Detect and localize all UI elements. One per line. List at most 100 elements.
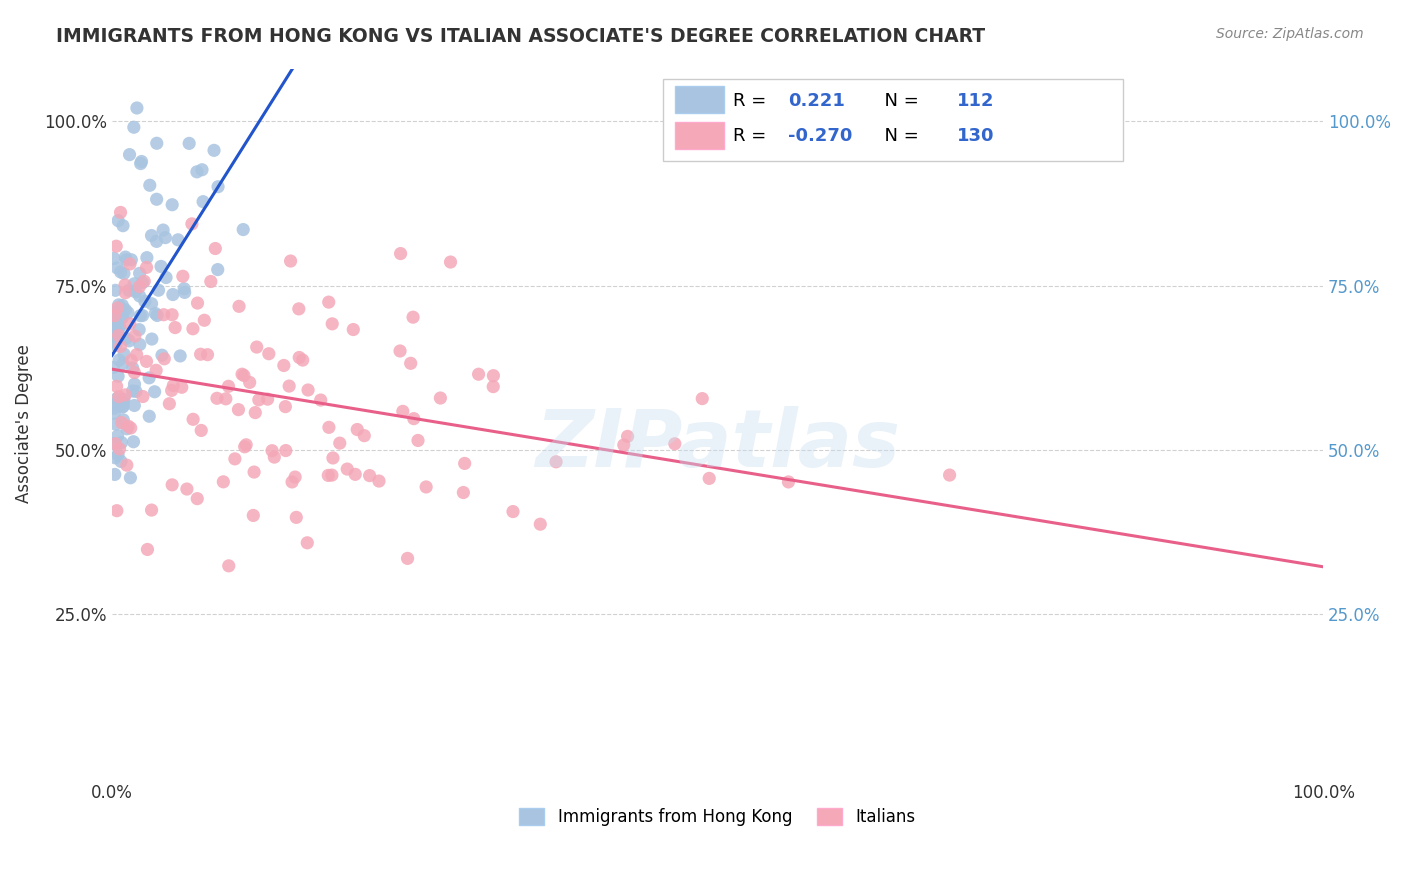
FancyBboxPatch shape	[664, 79, 1123, 161]
Point	[242, 508, 264, 523]
Point	[110, 454, 132, 468]
Point	[467, 368, 489, 382]
Point	[406, 434, 429, 448]
Point	[112, 267, 135, 281]
Point	[329, 436, 352, 450]
Point	[152, 223, 174, 237]
Point	[616, 429, 638, 443]
Point	[246, 340, 269, 354]
Point	[124, 285, 146, 299]
Point	[104, 417, 127, 432]
Point	[118, 334, 141, 348]
Point	[353, 428, 375, 442]
Point	[205, 392, 228, 406]
Point	[165, 320, 187, 334]
Point	[690, 392, 713, 406]
Point	[247, 392, 270, 407]
Point	[121, 361, 143, 376]
Point	[108, 320, 131, 334]
Point	[132, 390, 155, 404]
Text: 0.221: 0.221	[787, 92, 845, 110]
Point	[114, 250, 136, 264]
Point	[141, 332, 163, 346]
Point	[150, 348, 173, 362]
Point	[141, 296, 163, 310]
Point	[288, 301, 311, 316]
Point	[162, 378, 184, 392]
Point	[128, 279, 150, 293]
Point	[316, 468, 339, 483]
Point	[114, 277, 136, 292]
Point	[114, 331, 136, 345]
Point	[128, 337, 150, 351]
Point	[228, 402, 250, 417]
FancyBboxPatch shape	[675, 122, 724, 149]
Point	[120, 252, 142, 267]
Point	[107, 301, 129, 315]
Point	[160, 308, 183, 322]
Point	[118, 257, 141, 271]
Point	[169, 349, 191, 363]
Point	[104, 450, 127, 465]
Point	[190, 424, 212, 438]
Point	[111, 219, 134, 233]
Point	[104, 436, 127, 450]
Point	[186, 491, 208, 506]
Point	[103, 360, 125, 375]
Point	[160, 198, 183, 212]
Point	[103, 319, 125, 334]
Point	[439, 255, 461, 269]
Point	[118, 147, 141, 161]
Point	[297, 536, 319, 550]
Point	[124, 329, 146, 343]
Text: R =: R =	[734, 128, 772, 145]
Point	[115, 422, 138, 436]
Point	[105, 392, 128, 406]
Point	[114, 388, 136, 402]
Point	[110, 339, 132, 353]
Point	[399, 356, 422, 370]
Point	[110, 265, 132, 279]
Point	[263, 450, 285, 464]
Point	[778, 475, 800, 489]
Point	[453, 457, 475, 471]
Point	[231, 368, 253, 382]
Point	[190, 347, 212, 361]
Point	[502, 505, 524, 519]
Point	[162, 287, 184, 301]
Point	[218, 379, 240, 393]
Point	[200, 275, 222, 289]
Point	[402, 411, 425, 425]
Point	[429, 391, 451, 405]
Point	[288, 351, 311, 365]
Point	[112, 392, 135, 407]
Point	[131, 154, 153, 169]
Point	[368, 474, 391, 488]
Point	[118, 317, 141, 331]
Point	[157, 397, 180, 411]
Point	[138, 371, 160, 385]
Point	[145, 192, 167, 206]
Point	[125, 101, 148, 115]
Point	[278, 379, 301, 393]
Point	[112, 399, 135, 413]
Point	[121, 384, 143, 398]
Point	[273, 359, 295, 373]
Point	[122, 120, 145, 135]
Point	[179, 136, 201, 151]
Point	[107, 298, 129, 312]
Point	[128, 266, 150, 280]
Point	[309, 392, 332, 407]
Point	[110, 205, 132, 219]
Point	[125, 384, 148, 399]
Point	[342, 322, 364, 336]
Point	[120, 353, 142, 368]
Point	[107, 429, 129, 443]
Point	[103, 318, 125, 333]
Point	[129, 156, 152, 170]
Point	[233, 440, 256, 454]
Point	[105, 329, 128, 343]
Point	[389, 343, 412, 358]
Y-axis label: Associate's Degree: Associate's Degree	[15, 344, 32, 503]
Text: R =: R =	[734, 92, 772, 110]
